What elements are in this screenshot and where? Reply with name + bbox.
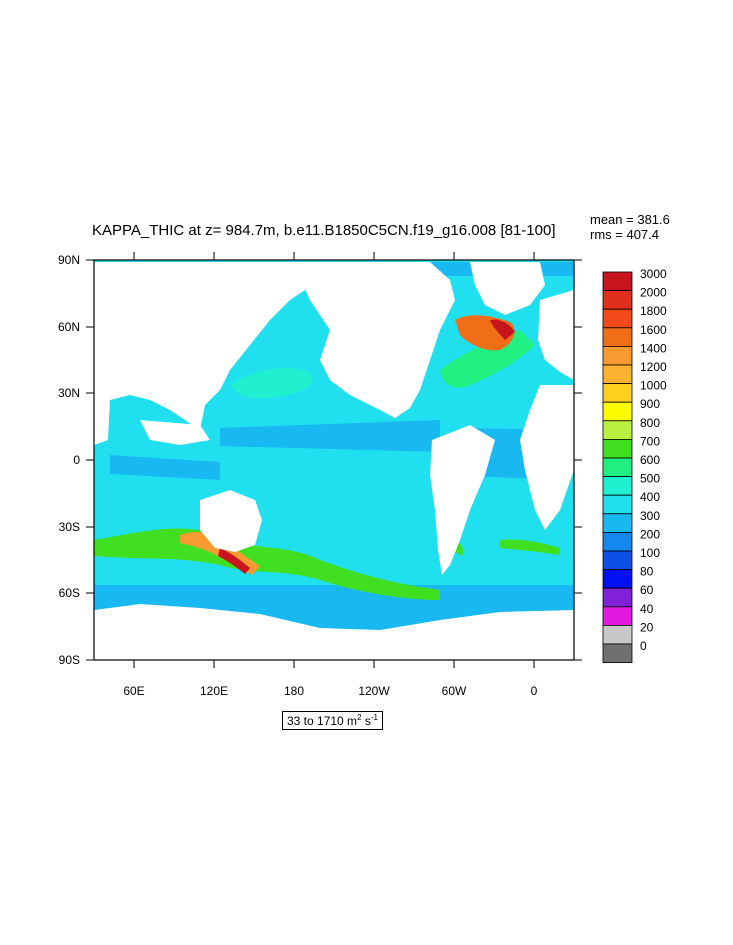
y-tick-label: 60S	[59, 586, 80, 600]
colorbar-swatch	[602, 587, 633, 608]
colorbar-swatch	[602, 625, 633, 645]
colorbar-label: 3000	[640, 267, 667, 281]
north-america	[300, 262, 455, 418]
colorbar-label: 60	[640, 583, 654, 597]
colorbar-swatch	[602, 457, 633, 478]
colorbar-label: 500	[640, 472, 660, 486]
y-axis: 90N 60N 30N 0 30S 60S 90S	[58, 253, 582, 667]
units-label: 33 to 1710 m2 s-1	[282, 711, 383, 730]
europe	[538, 290, 574, 380]
colorbar: 3000200018001600140012001000900800700600…	[602, 267, 667, 664]
colorbar-swatch	[602, 438, 633, 459]
units-mid: s	[361, 714, 371, 728]
units-range: 33 to 1710 m	[287, 714, 358, 728]
colorbar-label: 0	[640, 639, 647, 653]
x-tick-label: 60W	[442, 684, 467, 698]
x-tick-label: 120E	[200, 684, 228, 698]
antarctica	[94, 604, 574, 660]
y-tick-label: 60N	[58, 320, 80, 334]
colorbar-label: 1000	[640, 379, 667, 393]
colorbar-swatch	[602, 569, 633, 589]
south-america	[430, 425, 495, 575]
colorbar-swatch	[602, 476, 633, 496]
colorbar-label: 700	[640, 434, 660, 448]
gulf-stream	[440, 330, 535, 388]
colorbar-label: 900	[640, 397, 660, 411]
colorbar-label: 40	[640, 602, 654, 616]
map-area	[94, 260, 574, 660]
colorbar-swatch	[602, 290, 633, 310]
x-tick-label: 0	[531, 684, 538, 698]
colorbar-label: 1400	[640, 341, 667, 355]
x-tick-label: 120W	[358, 684, 390, 698]
africa	[520, 385, 574, 530]
colorbar-swatch	[602, 513, 633, 533]
colorbar-swatch	[602, 420, 633, 440]
colorbar-label: 1600	[640, 323, 667, 337]
colorbar-swatch	[602, 606, 633, 626]
colorbar-label: 2000	[640, 286, 667, 300]
colorbar-swatch	[602, 401, 633, 422]
units-exp-2: -1	[370, 713, 378, 722]
greenland	[470, 262, 545, 315]
colorbar-swatch	[602, 383, 633, 403]
y-tick-label: 30N	[58, 386, 80, 400]
colorbar-label: 80	[640, 565, 654, 579]
colorbar-swatch	[602, 643, 633, 664]
colorbar-swatch	[602, 532, 633, 552]
colorbar-label: 200	[640, 527, 660, 541]
y-tick-label: 90N	[58, 253, 80, 267]
colorbar-label: 1200	[640, 360, 667, 374]
colorbar-label: 1800	[640, 304, 667, 318]
north-pacific-gyre	[230, 367, 313, 399]
colorbar-swatch	[602, 327, 633, 347]
acc-core	[94, 528, 440, 600]
statistics: mean = 381.6 rms = 407.4	[590, 212, 670, 242]
eurasia	[94, 262, 330, 430]
y-tick-label: 90S	[59, 653, 80, 667]
colorbar-swatch	[602, 308, 633, 329]
colorbar-label: 20	[640, 620, 654, 634]
colorbar-label: 300	[640, 509, 660, 523]
indonesia	[140, 420, 210, 445]
rms-value: rms = 407.4	[590, 227, 660, 242]
colorbar-swatch	[602, 271, 633, 292]
colorbar-swatch	[602, 364, 633, 385]
colorbar-label: 100	[640, 546, 660, 560]
colorbar-swatch	[602, 345, 633, 366]
australia	[200, 490, 262, 552]
colorbar-swatch	[602, 550, 633, 571]
colorbar-swatch	[602, 494, 633, 515]
x-tick-label: 180	[284, 684, 304, 698]
colorbar-label: 600	[640, 453, 660, 467]
equatorial-band	[220, 420, 440, 452]
units-exp-1: 2	[357, 713, 362, 722]
colorbar-label: 400	[640, 490, 660, 504]
colorbar-label: 800	[640, 416, 660, 430]
x-tick-label: 60E	[123, 684, 144, 698]
y-tick-label: 30S	[59, 520, 80, 534]
x-axis: 60E 120E 180 120W 60W 0	[123, 252, 538, 698]
mean-value: mean = 381.6	[590, 212, 670, 227]
y-tick-label: 0	[73, 453, 80, 467]
plot-title: KAPPA_THIC at z= 984.7m, b.e11.B1850C5CN…	[92, 222, 556, 239]
